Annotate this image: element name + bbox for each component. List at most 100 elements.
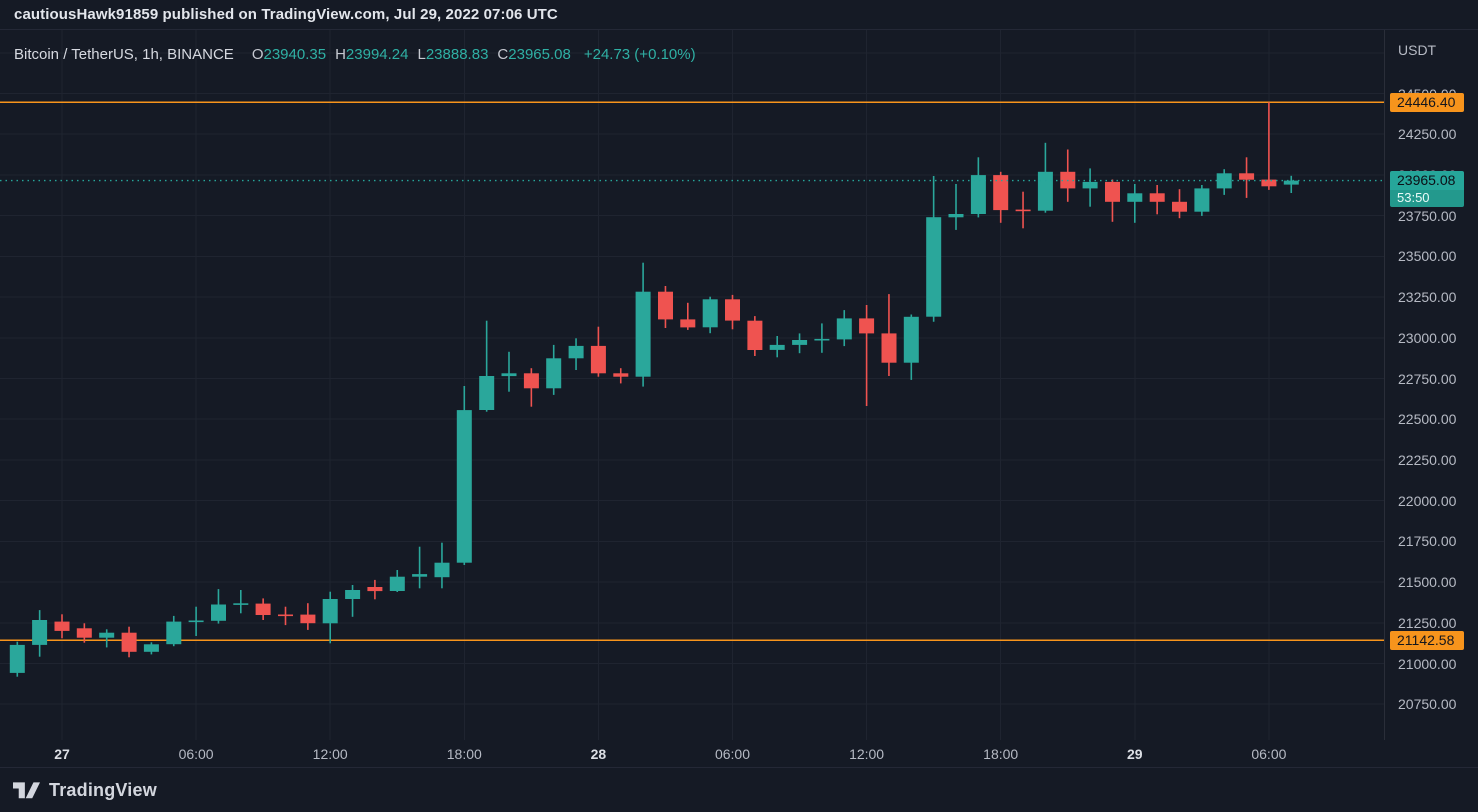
candle-body <box>903 316 919 363</box>
candle-body <box>278 614 293 617</box>
time-tick: 12:00 <box>312 746 348 762</box>
legend-close: C23965.08 <box>497 46 571 63</box>
candle-body <box>1239 173 1255 180</box>
candle-body <box>970 175 986 214</box>
candle-body <box>1082 181 1098 189</box>
candlestick-canvas[interactable] <box>0 30 1384 740</box>
candle-body <box>1172 201 1187 212</box>
candle-body <box>76 628 92 638</box>
candle-body <box>1194 188 1210 212</box>
candle-body <box>680 319 696 328</box>
chart-pane[interactable]: Bitcoin / TetherUS, 1h, BINANCE O23940.3… <box>0 30 1384 740</box>
candle-body <box>725 299 740 321</box>
candle-body <box>814 338 830 341</box>
candle-body <box>613 373 629 377</box>
price-tick: 21250.00 <box>1398 614 1457 631</box>
candle-body <box>143 644 159 652</box>
candle-body <box>747 320 763 350</box>
candle-body <box>1261 179 1277 187</box>
candle-body <box>367 587 383 592</box>
candle-body <box>99 632 115 638</box>
price-tick: 23000.00 <box>1398 329 1457 346</box>
candle-body <box>702 299 718 328</box>
candle-body <box>1149 193 1165 202</box>
candle-body <box>859 318 875 334</box>
candle-body <box>1037 171 1053 211</box>
legend-low: L23888.83 <box>417 46 489 63</box>
candle-body <box>501 373 517 377</box>
currency-label: USDT <box>1398 42 1437 58</box>
price-tick: 22250.00 <box>1398 451 1457 468</box>
footer: TradingView <box>0 768 1478 812</box>
published-text: cautiousHawk91859 published on TradingVi… <box>14 6 558 23</box>
candle-body <box>54 621 70 631</box>
legend-change: +24.73 (+0.10%) <box>583 46 696 63</box>
price-line-label-upper[interactable]: 24446.40 <box>1390 92 1464 112</box>
grid-layer <box>0 30 1384 740</box>
candle-body <box>456 410 472 563</box>
candle-body <box>389 576 405 591</box>
candle-body <box>523 373 539 389</box>
legend-high: H23994.24 <box>335 46 409 63</box>
candle-body <box>188 620 204 623</box>
candle-body <box>568 345 584 359</box>
price-tick: 23250.00 <box>1398 289 1457 306</box>
price-tick: 23750.00 <box>1398 207 1457 224</box>
price-tick: 21750.00 <box>1398 533 1457 550</box>
price-tick: 23500.00 <box>1398 248 1457 265</box>
time-tick: 28 <box>590 746 607 762</box>
price-axis[interactable]: USDT 24500.0024250.0024000.0023750.00235… <box>1384 30 1478 768</box>
candle-body <box>345 590 361 599</box>
candle-body <box>1216 173 1232 189</box>
price-tick: 21500.00 <box>1398 574 1457 591</box>
symbol-legend: Bitcoin / TetherUS, 1h, BINANCE O23940.3… <box>14 46 696 63</box>
time-tick: 29 <box>1127 746 1143 762</box>
candle-body <box>479 376 495 410</box>
candle-body <box>836 318 852 340</box>
candle-body <box>769 344 785 350</box>
candle-body <box>32 620 48 645</box>
time-axis[interactable]: 27 06:00 12:00 18:00 28 06:00 12:00 18:00 29 06:0… <box>0 740 1478 768</box>
candle-body <box>255 603 271 615</box>
bar-countdown: 53:50 <box>1390 190 1464 208</box>
candle-body <box>412 574 428 577</box>
published-bar: cautiousHawk91859 published on TradingVi… <box>0 0 1478 30</box>
price-lines-layer[interactable] <box>0 101 1384 642</box>
legend-open: O23940.35 <box>251 46 327 63</box>
candle-body <box>434 562 450 578</box>
candle-body <box>9 644 25 673</box>
candle-body <box>881 333 897 363</box>
price-tick: 22000.00 <box>1398 492 1457 509</box>
tradingview-logo-icon <box>13 780 40 801</box>
time-tick: 06:00 <box>178 746 214 762</box>
last-price-value: 23965.08 <box>1397 172 1456 189</box>
time-tick: 06:00 <box>1251 746 1287 762</box>
candle-body <box>166 621 182 645</box>
time-tick: 06:00 <box>714 746 751 762</box>
brand-text[interactable]: TradingView <box>49 779 157 800</box>
candle-body <box>1283 180 1299 185</box>
time-tick: 27 <box>54 746 70 762</box>
candle-body <box>233 603 249 605</box>
candle-body <box>1015 209 1031 212</box>
candle-body <box>658 291 673 320</box>
price-tick: 21000.00 <box>1398 655 1457 672</box>
time-tick: 18:00 <box>446 746 482 762</box>
candle-body <box>1105 181 1120 202</box>
candle-body <box>635 291 651 377</box>
candle-body <box>792 340 808 345</box>
candle-body <box>1127 193 1143 202</box>
candle-body <box>590 345 606 374</box>
candle-body <box>300 614 316 624</box>
price-tick: 20750.00 <box>1398 696 1457 713</box>
candle-body <box>322 599 338 624</box>
candle-body <box>121 632 137 652</box>
price-tick: 24250.00 <box>1398 126 1457 143</box>
price-tick: 22500.00 <box>1398 411 1457 428</box>
time-tick: 12:00 <box>849 746 885 762</box>
candle-body <box>546 358 562 389</box>
price-line-label-lower[interactable]: 21142.58 <box>1390 630 1464 650</box>
symbol-title[interactable]: Bitcoin / TetherUS, 1h, BINANCE <box>14 46 234 63</box>
candle-body <box>993 175 1009 211</box>
